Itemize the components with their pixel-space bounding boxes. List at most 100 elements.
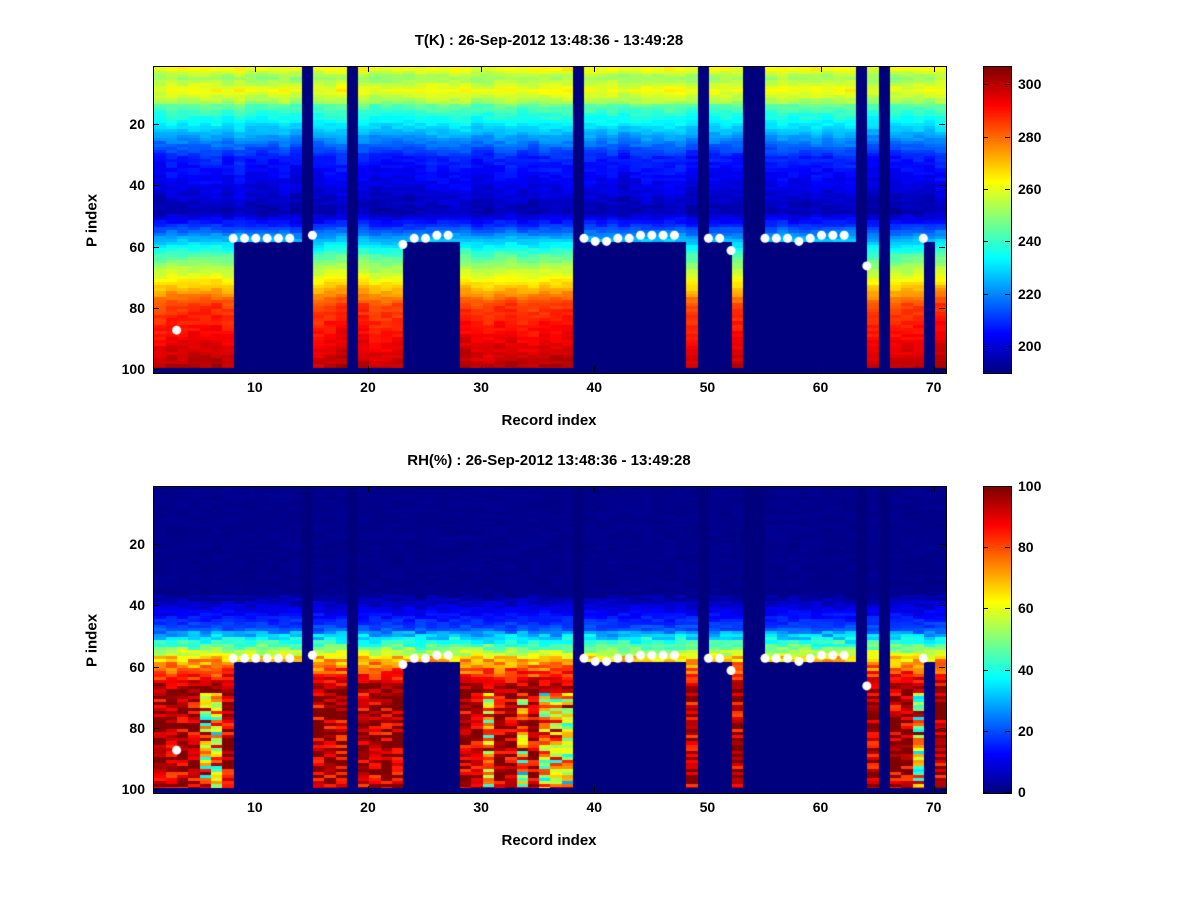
humidity-panel: RH(%) : 26-Sep-2012 13:48:36 - 13:49:28 … bbox=[0, 440, 1200, 900]
colorbar-tick-60-r bbox=[1005, 608, 1010, 610]
colorbar-tick-80-l bbox=[983, 547, 988, 549]
xtick-10-t bbox=[254, 486, 256, 492]
temperature-colorbar-gradient bbox=[984, 67, 1011, 373]
colorbar-tick-260-r bbox=[1005, 188, 1010, 190]
colorbar-label-0: 0 bbox=[1018, 784, 1026, 800]
yticklabel-100: 100 bbox=[121, 780, 145, 797]
ytick-20-l bbox=[153, 124, 159, 126]
colorbar-tick-100-l bbox=[983, 486, 988, 487]
temperature-xaxis-label: Record index bbox=[501, 412, 597, 429]
temperature-panel: T(K) : 26-Sep-2012 13:48:36 - 13:49:28 1… bbox=[0, 0, 1200, 440]
temperature-heatmap[interactable] bbox=[153, 66, 947, 374]
yticklabel-80: 80 bbox=[129, 299, 145, 316]
yticklabel-40: 40 bbox=[129, 177, 145, 194]
xtick-40-b bbox=[594, 786, 596, 792]
ytick-20-l bbox=[153, 544, 159, 546]
yticklabel-40: 40 bbox=[129, 597, 145, 614]
ytick-80-r bbox=[939, 307, 945, 309]
xticklabel-70: 70 bbox=[925, 379, 942, 395]
colorbar-tick-80-r bbox=[1005, 547, 1010, 549]
xtick-10-b bbox=[254, 366, 256, 372]
colorbar-tick-200-l bbox=[983, 345, 988, 347]
xticklabel-30: 30 bbox=[473, 799, 489, 815]
xticklabel-20: 20 bbox=[360, 379, 376, 395]
ytick-40-r bbox=[939, 185, 945, 187]
colorbar-label-40: 40 bbox=[1018, 661, 1034, 678]
temperature-panel-title: T(K) : 26-Sep-2012 13:48:36 - 13:49:28 bbox=[414, 32, 684, 49]
ytick-60-l bbox=[153, 246, 159, 248]
ytick-40-l bbox=[153, 605, 159, 607]
colorbar-label-240: 240 bbox=[1018, 233, 1042, 250]
yticklabel-100: 100 bbox=[121, 360, 145, 377]
humidity-heatmap-canvas bbox=[154, 487, 946, 793]
xticklabel-10: 10 bbox=[247, 799, 263, 815]
temperature-yaxis-label: P index bbox=[83, 193, 101, 248]
colorbar-tick-200-r bbox=[1005, 345, 1010, 347]
xticklabel-10: 10 bbox=[247, 379, 263, 395]
xtick-70-b bbox=[933, 366, 935, 372]
xtick-20-t bbox=[367, 66, 369, 72]
xticklabel-30: 30 bbox=[473, 379, 489, 395]
colorbar-label-100: 100 bbox=[1018, 478, 1042, 494]
xtick-60-t bbox=[820, 486, 822, 492]
humidity-colorbar[interactable] bbox=[983, 486, 1012, 794]
ytick-100-r bbox=[939, 788, 945, 790]
colorbar-tick-300-r bbox=[1005, 84, 1010, 86]
ytick-60-r bbox=[939, 666, 945, 668]
xtick-70-t bbox=[933, 66, 935, 72]
xtick-60-b bbox=[820, 366, 822, 372]
xtick-60-b bbox=[820, 786, 822, 792]
colorbar-tick-20-l bbox=[983, 730, 988, 732]
xticklabel-40: 40 bbox=[586, 379, 603, 395]
xtick-70-t bbox=[933, 486, 935, 492]
humidity-heatmap[interactable] bbox=[153, 486, 947, 794]
xtick-30-t bbox=[481, 486, 483, 492]
temperature-colorbar[interactable] bbox=[983, 66, 1012, 374]
yticklabel-80: 80 bbox=[129, 719, 145, 736]
colorbar-tick-0-r bbox=[1005, 792, 1010, 793]
xtick-50-t bbox=[707, 486, 709, 492]
colorbar-tick-280-r bbox=[1005, 136, 1010, 138]
xtick-40-t bbox=[594, 66, 596, 72]
xticklabel-50: 50 bbox=[699, 379, 716, 395]
xticklabel-50: 50 bbox=[699, 799, 716, 815]
colorbar-label-80: 80 bbox=[1018, 539, 1034, 556]
yticklabel-20: 20 bbox=[129, 116, 145, 133]
colorbar-tick-60-l bbox=[983, 608, 988, 610]
colorbar-tick-240-r bbox=[1005, 241, 1010, 243]
colorbar-tick-40-r bbox=[1005, 669, 1010, 671]
humidity-colorbar-gradient bbox=[984, 487, 1011, 793]
temperature-heatmap-canvas bbox=[154, 67, 946, 373]
colorbar-tick-280-l bbox=[983, 136, 988, 138]
xticklabel-60: 60 bbox=[812, 799, 829, 815]
colorbar-label-260: 260 bbox=[1018, 180, 1042, 197]
xtick-50-b bbox=[707, 786, 709, 792]
colorbar-label-300: 300 bbox=[1018, 76, 1042, 93]
xtick-60-t bbox=[820, 66, 822, 72]
xtick-30-t bbox=[481, 66, 483, 72]
ytick-40-l bbox=[153, 185, 159, 187]
xtick-20-b bbox=[367, 786, 369, 792]
ytick-80-l bbox=[153, 307, 159, 309]
yticklabel-60: 60 bbox=[129, 658, 145, 675]
xtick-30-b bbox=[481, 366, 483, 372]
xtick-40-b bbox=[594, 366, 596, 372]
ytick-80-l bbox=[153, 727, 159, 729]
ytick-20-r bbox=[939, 544, 945, 546]
xticklabel-20: 20 bbox=[360, 799, 376, 815]
xticklabel-70: 70 bbox=[925, 799, 942, 815]
colorbar-tick-40-l bbox=[983, 669, 988, 671]
xtick-10-t bbox=[254, 66, 256, 72]
xticklabel-60: 60 bbox=[812, 379, 829, 395]
xtick-20-t bbox=[367, 486, 369, 492]
colorbar-label-60: 60 bbox=[1018, 600, 1034, 617]
colorbar-label-220: 220 bbox=[1018, 285, 1042, 302]
colorbar-tick-0-l bbox=[983, 792, 988, 793]
xtick-50-b bbox=[707, 366, 709, 372]
xtick-50-t bbox=[707, 66, 709, 72]
colorbar-tick-240-l bbox=[983, 241, 988, 243]
yticklabel-20: 20 bbox=[129, 536, 145, 553]
colorbar-tick-260-l bbox=[983, 188, 988, 190]
colorbar-tick-20-r bbox=[1005, 730, 1010, 732]
